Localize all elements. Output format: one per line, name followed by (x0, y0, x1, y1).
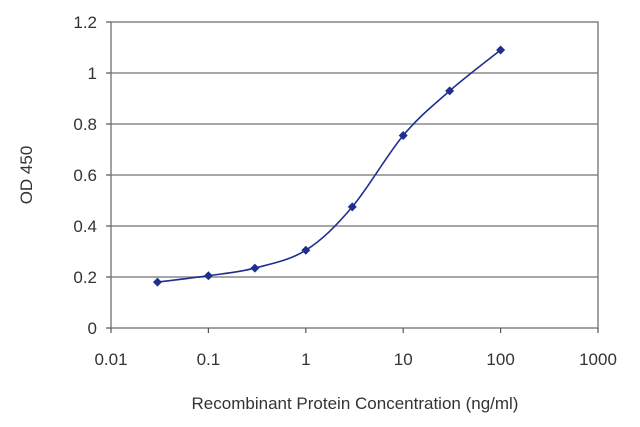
data-point-5 (398, 130, 408, 140)
x-axis-ticks: 0.01 0.1 1 10 100 1000 (94, 328, 617, 369)
x-tick-label-5: 1000 (579, 350, 617, 369)
series-line-0 (157, 49, 502, 283)
y-tick-label-4: 0.8 (73, 115, 97, 134)
x-tick-label-2: 1 (301, 350, 310, 369)
data-point-3 (301, 245, 311, 255)
x-tick-label-0: 0.01 (94, 350, 127, 369)
x-tick-label-1: 0.1 (197, 350, 221, 369)
data-point-0 (152, 277, 162, 287)
y-tick-label-1: 0.2 (73, 268, 97, 287)
data-point-6 (445, 86, 455, 96)
data-point-4 (347, 202, 357, 212)
y-tick-label-5: 1 (88, 64, 97, 83)
gridlines (111, 72, 598, 278)
x-axis-label: Recombinant Protein Concentration (ng/ml… (192, 394, 519, 413)
x-tick-label-3: 10 (394, 350, 413, 369)
data-point-1 (203, 271, 213, 281)
data-point-7 (496, 45, 506, 55)
y-tick-label-6: 1.2 (73, 13, 97, 32)
y-tick-label-2: 0.4 (73, 217, 97, 236)
y-tick-label-3: 0.6 (73, 166, 97, 185)
series-layer (152, 45, 506, 287)
y-tick-label-0: 0 (88, 319, 97, 338)
x-tick-label-4: 100 (486, 350, 514, 369)
y-axis-label: OD 450 (17, 146, 36, 205)
data-point-2 (250, 263, 260, 273)
y-axis-ticks: 0 0.2 0.4 0.6 0.8 1 1.2 (73, 13, 111, 338)
